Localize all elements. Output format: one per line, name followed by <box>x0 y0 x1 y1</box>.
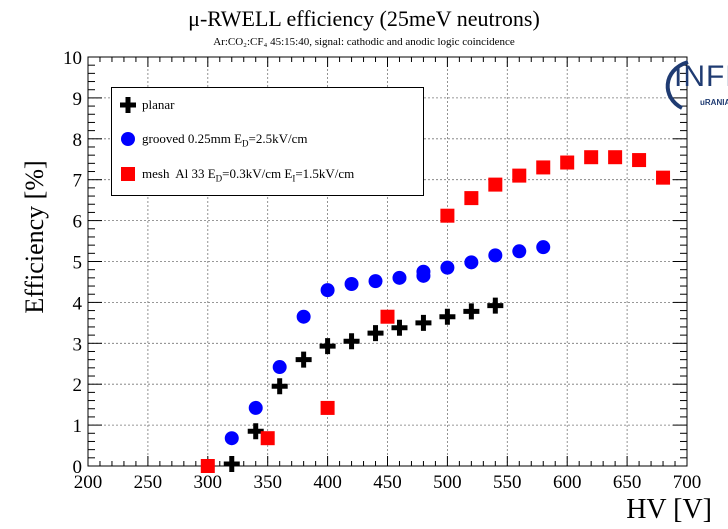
grooved-point <box>296 309 311 324</box>
planar-point <box>415 314 432 331</box>
legend-marker-mesh <box>121 167 135 181</box>
legend: planar grooved 0.25mm ED=2.5kV/cm mesh Al … <box>111 87 424 196</box>
legend-subscript: I <box>292 173 296 184</box>
mesh-point <box>488 177 503 192</box>
legend-marker-shape <box>120 97 136 113</box>
y-tick-label: 9 <box>73 89 83 110</box>
y-tick-label: 2 <box>73 375 83 396</box>
x-tick-label: 450 <box>373 472 402 493</box>
planar-point <box>223 455 240 472</box>
x-tick-label: 350 <box>253 472 282 493</box>
x-tick-label: 400 <box>313 472 342 493</box>
grooved-point <box>512 244 527 259</box>
y-tick-label: 5 <box>73 253 83 274</box>
planar-point <box>487 297 504 314</box>
legend-item-mesh: mesh Al 33 ED=0.3kV/cm EI=1.5kV/cm <box>118 163 354 185</box>
y-tick-label: 8 <box>73 130 83 151</box>
legend-subscript: D <box>215 173 223 184</box>
y-tick-label: 3 <box>73 334 83 355</box>
legend-label-planar: planar <box>142 97 174 113</box>
x-tick-label: 700 <box>673 472 702 493</box>
grooved-point <box>392 270 407 285</box>
y-tick-label: 7 <box>73 171 83 192</box>
tick-labels: 200 250 300 350 400 450 500 550 600 650 700 0 1 2 3 4 5 6… <box>63 48 701 493</box>
legend-subscript: D <box>242 138 249 149</box>
grooved-point <box>248 400 263 415</box>
x-tick-label: 500 <box>433 472 462 493</box>
planar-point <box>319 338 336 355</box>
legend-label-grooved: grooved 0.25mm ED=2.5kV/cm <box>142 131 308 149</box>
legend-text-part: =1.5kV/cm <box>295 166 355 181</box>
grooved-point <box>536 240 551 255</box>
y-tick-label: 0 <box>73 457 83 478</box>
planar-point <box>295 351 312 368</box>
x-tick-label: 250 <box>134 472 163 493</box>
x-tick-label: 600 <box>553 472 582 493</box>
legend-symbol-mesh <box>118 164 138 184</box>
mesh-point <box>560 155 575 170</box>
mesh-point <box>632 153 647 168</box>
grooved-point <box>464 255 479 270</box>
y-tick-label: 6 <box>73 212 83 233</box>
mesh-point <box>608 150 623 165</box>
planar-point <box>247 423 264 440</box>
legend-symbol-grooved <box>118 129 138 149</box>
legend-marker-shape <box>121 132 135 146</box>
mesh-point <box>200 459 215 473</box>
grooved-point <box>368 274 383 289</box>
x-tick-label: 650 <box>613 472 642 493</box>
mesh-point <box>320 400 335 415</box>
y-axis-label: Efficiency [%] <box>20 160 49 314</box>
chart-title: μ-RWELL efficiency (25meV neutrons) <box>188 6 540 31</box>
planar-point <box>271 378 288 395</box>
planar-point <box>367 325 384 342</box>
planar-point <box>343 333 360 350</box>
logo-text: INFN <box>674 60 728 93</box>
legend-marker-shape <box>121 167 135 181</box>
mesh-point <box>464 191 479 206</box>
x-axis-label: HV [V] <box>626 494 712 525</box>
y-tick-label: 10 <box>63 48 82 69</box>
legend-marker-planar <box>120 97 136 113</box>
grooved-point <box>344 276 359 291</box>
planar-point <box>463 303 480 320</box>
y-tick-label: 1 <box>73 416 83 437</box>
chart-subtitle: Ar:CO₂:CF₄ 45:15:40, signal: cathodic an… <box>213 36 515 48</box>
mesh-point <box>440 208 455 223</box>
legend-text-part: planar <box>142 97 175 112</box>
legend-marker-grooved <box>121 132 135 146</box>
legend-text-part: grooved 0.25mm E <box>142 131 243 146</box>
grooved-point <box>320 283 335 298</box>
legend-item-grooved: grooved 0.25mm ED=2.5kV/cm <box>118 128 307 150</box>
legend-text-part: mesh Al 33 E <box>142 166 216 181</box>
grooved-point <box>416 264 431 279</box>
y-tick-label: 4 <box>73 293 83 314</box>
grooved-point <box>488 248 503 263</box>
planar-point <box>439 308 456 325</box>
planar-point <box>391 319 408 336</box>
mesh-point <box>536 160 551 175</box>
mesh-point <box>380 309 395 324</box>
x-tick-label: 300 <box>194 472 223 493</box>
mesh-point <box>584 150 599 165</box>
x-tick-label: 200 <box>74 472 103 493</box>
axis-ticks <box>87 56 688 467</box>
mesh-point <box>260 431 275 446</box>
x-tick-label: 550 <box>493 472 522 493</box>
legend-symbol-planar <box>118 95 138 115</box>
infn-logo: INFN uRANIA-V <box>660 58 728 116</box>
grooved-point <box>224 431 239 446</box>
mesh-point <box>656 170 671 185</box>
legend-item-planar: planar <box>118 94 174 116</box>
legend-label-mesh: mesh Al 33 ED=0.3kV/cm EI=1.5kV/cm <box>142 166 355 184</box>
grooved-point <box>440 260 455 275</box>
logo-subtext: uRANIA-V <box>700 98 728 107</box>
logo-swoosh-icon <box>665 60 689 110</box>
mesh-point <box>512 168 527 183</box>
legend-text-part: =0.3kV/cm E <box>222 166 293 181</box>
grooved-point <box>272 360 287 375</box>
data-marks <box>200 150 671 473</box>
legend-text-part: =2.5kV/cm <box>248 131 308 146</box>
